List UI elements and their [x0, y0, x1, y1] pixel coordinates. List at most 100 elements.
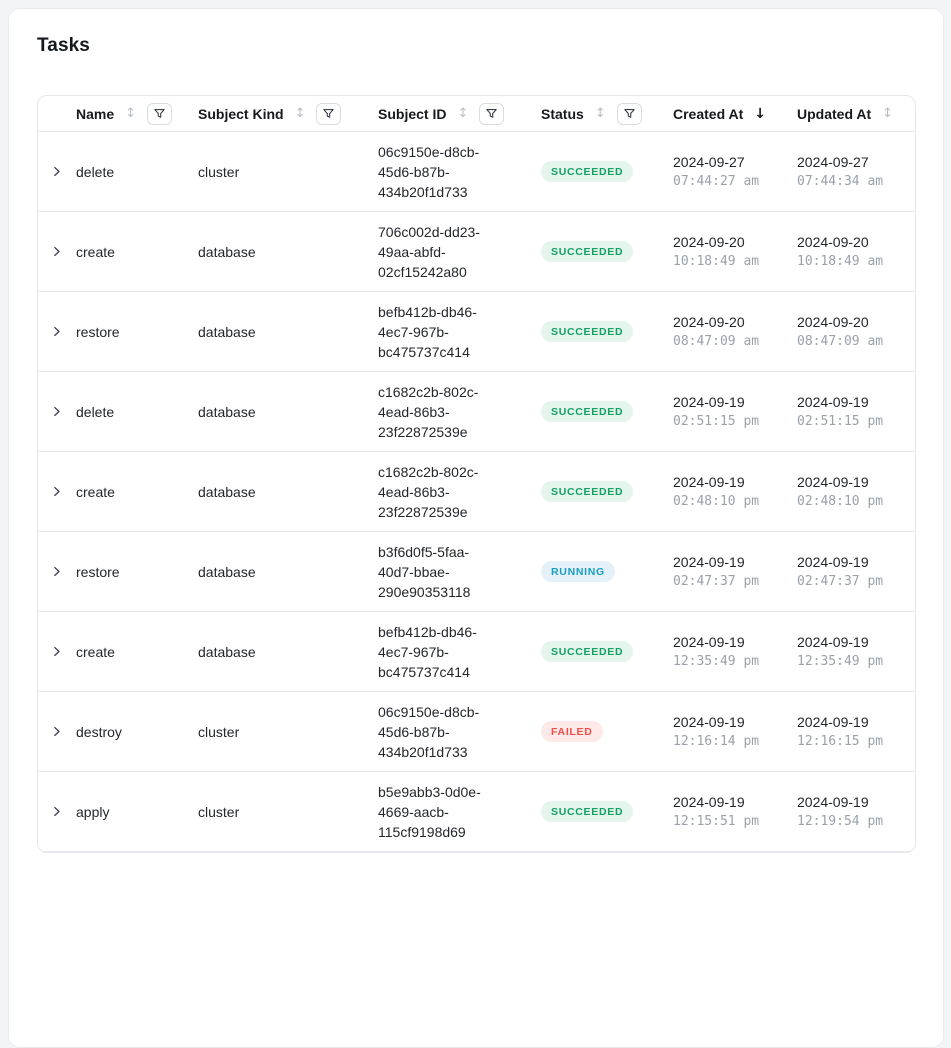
created-at-cell: 2024-09-19 12:16:14 pm: [665, 712, 789, 752]
created-date: 2024-09-20: [673, 233, 745, 250]
table-row[interactable]: delete database c1682c2b-802c-4ead-86b3-…: [38, 372, 915, 452]
updated-time: 12:19:54 pm: [797, 813, 884, 829]
subject-id: b5e9abb3-0d0e-4669-aacb-115cf9198d69: [378, 783, 481, 840]
row-expand-chevron-icon[interactable]: [48, 483, 65, 500]
column-header-subject-id[interactable]: Subject ID ↕: [370, 102, 533, 125]
updated-date: 2024-09-20: [797, 313, 869, 330]
updated-time: 12:16:15 pm: [797, 733, 884, 749]
tasks-table: Name ↕ Subject Kind ↕ Subject ID ↕: [37, 95, 916, 853]
column-header-created-at[interactable]: Created At ↓: [665, 106, 789, 122]
subject-kind: database: [198, 563, 256, 580]
task-name: destroy: [76, 723, 122, 740]
updated-at-cell: 2024-09-20 10:18:49 am: [789, 232, 915, 272]
subject-kind: cluster: [198, 163, 240, 180]
sort-icon: ↕: [125, 106, 137, 121]
column-header-subject-kind[interactable]: Subject Kind ↕: [190, 102, 370, 125]
created-date: 2024-09-19: [673, 553, 745, 570]
updated-date: 2024-09-19: [797, 473, 869, 490]
created-date: 2024-09-19: [673, 713, 745, 730]
row-expand-chevron-icon[interactable]: [48, 403, 65, 420]
filter-funnel-icon: [623, 107, 636, 120]
table-row[interactable]: destroy cluster 06c9150e-d8cb-45d6-b87b-…: [38, 692, 915, 772]
status-badge: FAILED: [541, 721, 603, 742]
updated-time: 08:47:09 am: [797, 333, 884, 349]
column-header-label: Name: [76, 105, 115, 122]
updated-at-cell: 2024-09-19 02:47:37 pm: [789, 552, 915, 592]
updated-time: 10:18:49 am: [797, 253, 884, 269]
created-time: 10:18:49 am: [673, 253, 760, 269]
table-row[interactable]: restore database b3f6d0f5-5faa-40d7-bbae…: [38, 532, 915, 612]
status-badge: SUCCEEDED: [541, 401, 634, 422]
sort-icon: ↕: [294, 106, 306, 121]
row-expand-chevron-icon[interactable]: [48, 323, 65, 340]
row-expand-chevron-icon[interactable]: [48, 803, 65, 820]
status-badge: SUCCEEDED: [541, 801, 634, 822]
tasks-card: Tasks Name ↕ Subject Kind ↕ Su: [8, 8, 944, 1048]
row-expand-chevron-icon[interactable]: [48, 723, 65, 740]
table-header-row: Name ↕ Subject Kind ↕ Subject ID ↕: [38, 96, 915, 132]
created-date: 2024-09-19: [673, 473, 745, 490]
updated-date: 2024-09-19: [797, 713, 869, 730]
subject-id: b3f6d0f5-5faa-40d7-bbae-290e90353118: [378, 543, 471, 600]
created-at-cell: 2024-09-19 02:48:10 pm: [665, 472, 789, 512]
updated-at-cell: 2024-09-19 02:51:15 pm: [789, 392, 915, 432]
column-header-status[interactable]: Status ↕: [533, 102, 665, 125]
table-row[interactable]: create database befb412b-db46-4ec7-967b-…: [38, 612, 915, 692]
created-at-cell: 2024-09-19 02:51:15 pm: [665, 392, 789, 432]
updated-time: 02:48:10 pm: [797, 493, 884, 509]
status-badge: RUNNING: [541, 561, 615, 582]
table-row[interactable]: create database c1682c2b-802c-4ead-86b3-…: [38, 452, 915, 532]
row-expand-chevron-icon[interactable]: [48, 243, 65, 260]
row-expand-chevron-icon[interactable]: [48, 163, 65, 180]
table-row[interactable]: create database 706c002d-dd23-49aa-abfd-…: [38, 212, 915, 292]
column-header-label: Updated At: [797, 105, 872, 122]
task-name: create: [76, 643, 115, 660]
created-at-cell: 2024-09-20 08:47:09 am: [665, 312, 789, 352]
subject-kind: database: [198, 323, 256, 340]
updated-at-cell: 2024-09-19 02:48:10 pm: [789, 472, 915, 512]
created-time: 02:48:10 pm: [673, 493, 760, 509]
task-name: restore: [76, 323, 120, 340]
task-name: delete: [76, 403, 115, 420]
task-name: create: [76, 243, 115, 260]
status-badge: SUCCEEDED: [541, 321, 634, 342]
filter-button[interactable]: [147, 102, 173, 125]
row-expand-chevron-icon[interactable]: [48, 563, 65, 580]
updated-date: 2024-09-27: [797, 153, 869, 170]
column-header-label: Status: [541, 105, 584, 122]
created-time: 12:35:49 pm: [673, 653, 760, 669]
subject-id: 06c9150e-d8cb-45d6-b87b-434b20f1d733: [378, 703, 480, 760]
subject-kind: cluster: [198, 723, 240, 740]
table-row[interactable]: apply cluster b5e9abb3-0d0e-4669-aacb-11…: [38, 772, 915, 852]
updated-date: 2024-09-19: [797, 633, 869, 650]
subject-id: c1682c2b-802c-4ead-86b3-23f22872539e: [378, 383, 479, 440]
row-expand-chevron-icon[interactable]: [48, 643, 65, 660]
created-at-cell: 2024-09-27 07:44:27 am: [665, 152, 789, 192]
table-body: delete cluster 06c9150e-d8cb-45d6-b87b-4…: [38, 132, 915, 852]
status-badge: SUCCEEDED: [541, 481, 634, 502]
created-date: 2024-09-19: [673, 393, 745, 410]
created-date: 2024-09-20: [673, 313, 745, 330]
filter-button[interactable]: [479, 102, 505, 125]
created-date: 2024-09-19: [673, 633, 745, 650]
table-row[interactable]: restore database befb412b-db46-4ec7-967b…: [38, 292, 915, 372]
created-at-cell: 2024-09-19 02:47:37 pm: [665, 552, 789, 592]
subject-kind: database: [198, 403, 256, 420]
table-row[interactable]: delete cluster 06c9150e-d8cb-45d6-b87b-4…: [38, 132, 915, 212]
created-time: 02:51:15 pm: [673, 413, 760, 429]
subject-id: 06c9150e-d8cb-45d6-b87b-434b20f1d733: [378, 143, 480, 200]
updated-time: 07:44:34 am: [797, 173, 884, 189]
created-date: 2024-09-27: [673, 153, 745, 170]
sort-desc-icon: ↓: [754, 105, 767, 122]
column-header-label: Subject Kind: [198, 105, 284, 122]
column-header-name[interactable]: Name ↕: [68, 102, 190, 125]
subject-id: befb412b-db46-4ec7-967b-bc475737c414: [378, 623, 477, 680]
status-badge: SUCCEEDED: [541, 641, 634, 662]
column-header-updated-at[interactable]: Updated At ↕: [789, 106, 915, 122]
filter-button[interactable]: [616, 102, 642, 125]
created-at-cell: 2024-09-19 12:35:49 pm: [665, 632, 789, 672]
status-badge: SUCCEEDED: [541, 161, 634, 182]
task-name: apply: [76, 803, 110, 820]
task-name: restore: [76, 563, 120, 580]
filter-button[interactable]: [316, 102, 342, 125]
